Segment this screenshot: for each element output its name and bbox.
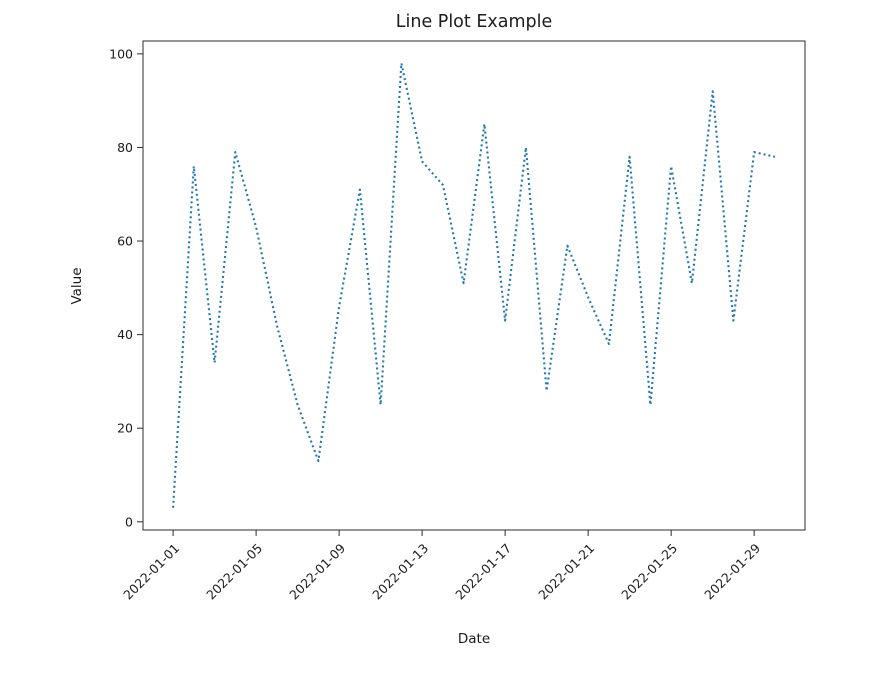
y-tick-label: 20 xyxy=(117,421,133,436)
x-tick-label: 2022-01-25 xyxy=(618,541,680,603)
y-tick-label: 40 xyxy=(117,327,133,342)
x-tick-label: 2022-01-17 xyxy=(452,541,514,603)
x-tick-label: 2022-01-01 xyxy=(120,541,182,603)
x-tick-label: 2022-01-13 xyxy=(369,541,431,603)
y-tick-label: 100 xyxy=(109,46,133,61)
x-tick-label: 2022-01-29 xyxy=(701,540,763,602)
x-tick-label: 2022-01-05 xyxy=(203,541,265,603)
x-axis-label: Date xyxy=(457,631,491,647)
y-tick-label: 60 xyxy=(117,234,133,249)
chart-title: Line Plot Example xyxy=(395,12,553,32)
x-tick-label: 2022-01-09 xyxy=(286,540,348,602)
y-tick-label: 80 xyxy=(117,140,133,155)
plot-area xyxy=(142,40,806,531)
x-tick-label: 2022-01-21 xyxy=(535,541,597,603)
y-tick-label: 0 xyxy=(125,514,133,529)
y-axis-label: Value xyxy=(69,267,85,305)
